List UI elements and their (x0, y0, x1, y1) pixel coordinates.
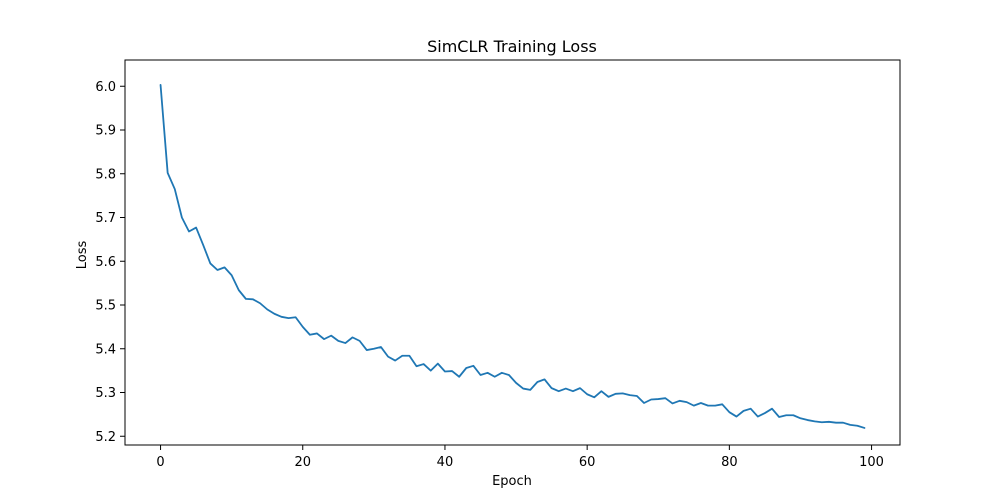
x-axis-ticks: 0 20 40 60 80 100 (156, 445, 884, 470)
x-tick-label: 0 (156, 455, 164, 470)
x-tick-label: 80 (721, 455, 738, 470)
y-tick-label: 5.6 (95, 255, 116, 270)
plot-frame (124, 59, 901, 446)
y-tick-label: 5.5 (95, 299, 116, 314)
x-tick-label: 20 (294, 455, 311, 470)
y-tick-label: 5.2 (95, 430, 116, 445)
y-tick-label: 5.7 (95, 211, 116, 226)
y-tick-label: 6.0 (95, 80, 116, 95)
x-axis-label: Epoch (492, 474, 532, 489)
y-axis-label: Loss (75, 241, 90, 270)
y-tick-label: 5.3 (95, 386, 116, 401)
y-tick-label: 5.8 (95, 167, 116, 182)
y-axis-ticks: 5.2 5.3 5.4 5.5 5.6 5.7 5.8 5.9 6.0 (95, 80, 125, 445)
x-tick-label: 60 (579, 455, 596, 470)
chart-title: SimCLR Training Loss (427, 37, 597, 56)
x-tick-label: 40 (437, 455, 454, 470)
y-tick-label: 5.9 (95, 124, 116, 139)
loss-series-line (159, 84, 866, 429)
x-tick-label: 100 (859, 455, 884, 470)
y-tick-label: 5.4 (95, 342, 116, 357)
